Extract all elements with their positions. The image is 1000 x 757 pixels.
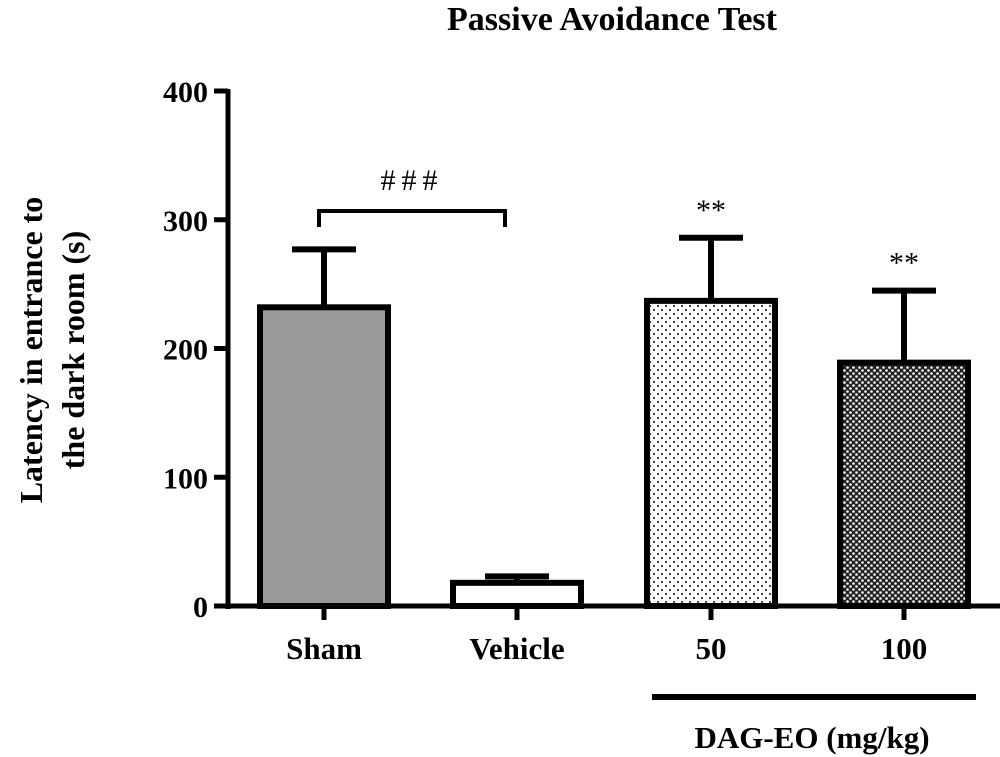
chart-title: Passive Avoidance Test: [447, 1, 778, 38]
bar-100: [837, 359, 971, 609]
group-label: DAG-EO (mg/kg): [694, 720, 929, 755]
y-axis-label-line-2: the dark room (s): [55, 231, 91, 470]
y-axis-label-line-1: Latency in entrance to: [13, 197, 49, 504]
significance-label-2: **: [696, 194, 726, 227]
significance-bracket-label: ###: [381, 164, 444, 197]
category-labels: Sham Vehicle 50 100: [286, 631, 927, 666]
y-tick-label-3: 300: [163, 205, 208, 238]
y-tick-label-0: 0: [193, 591, 208, 624]
annotations: ### ** **: [317, 164, 919, 280]
y-tick-label-1: 100: [163, 462, 208, 495]
x-tick-label-0: Sham: [286, 631, 362, 666]
bar-vehicle: [450, 579, 584, 610]
significance-bracket: [317, 209, 507, 227]
bars: [257, 297, 971, 610]
y-axis-label: Latency in entrance to the dark room (s): [13, 197, 91, 504]
bar-sham: [257, 304, 391, 609]
y-tick-label-4: 400: [163, 76, 208, 109]
error-bars: [292, 234, 936, 583]
y-tick-label-2: 200: [163, 334, 208, 367]
x-tick-label-2: 50: [696, 631, 727, 666]
x-tick-label-3: 100: [881, 631, 928, 666]
significance-label-3: **: [889, 247, 919, 280]
x-tick-label-1: Vehicle: [469, 631, 564, 666]
bar-50: [644, 297, 778, 609]
